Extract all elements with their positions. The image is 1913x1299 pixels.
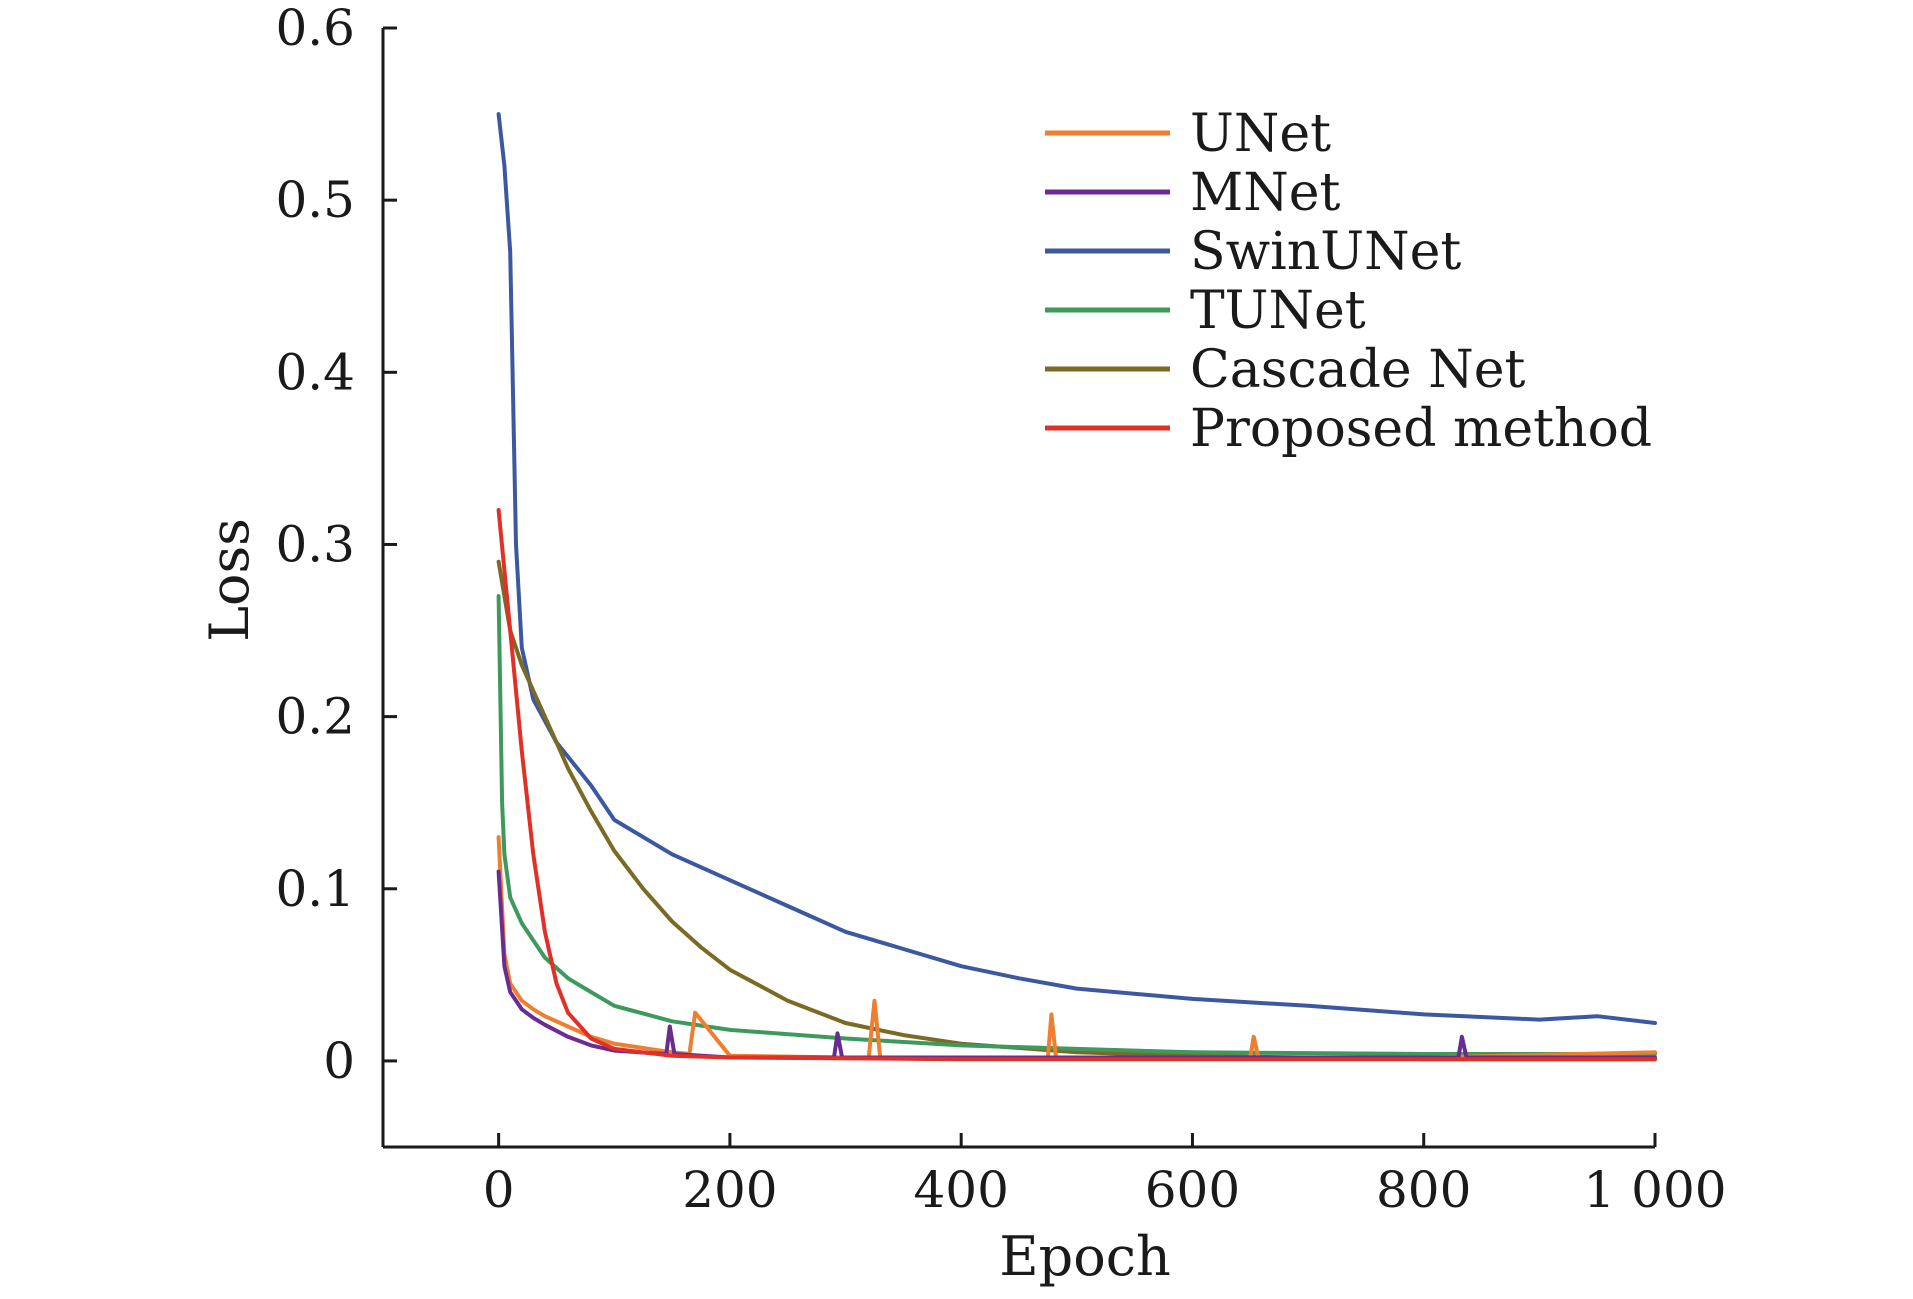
x-tick-label: 200 xyxy=(682,1161,777,1219)
x-tick-label: 1 000 xyxy=(1583,1161,1726,1219)
x-tick-label: 0 xyxy=(483,1161,515,1219)
x-tick-label: 400 xyxy=(913,1161,1008,1219)
y-tick-label: 0.3 xyxy=(275,515,355,573)
x-tick-label: 600 xyxy=(1145,1161,1240,1219)
legend-label-mnet: MNet xyxy=(1190,163,1341,223)
legend-label-unet: UNet xyxy=(1190,104,1331,164)
y-tick-label: 0 xyxy=(323,1032,355,1090)
series-line-proposed-method xyxy=(496,508,1657,1062)
y-tick-label: 0.1 xyxy=(275,860,355,918)
plot-lines xyxy=(496,112,1657,1062)
axes xyxy=(381,28,1655,1149)
series-line-tunet xyxy=(496,594,1657,1056)
series-line-swinunet xyxy=(496,112,1657,1025)
ticks: 0 200 400 600 800 1 000 0 0.1 0.2 0.3 0.4 0.5 0.6 xyxy=(275,0,1726,1219)
y-tick-label: 0.5 xyxy=(275,171,355,229)
y-axis-title: Loss xyxy=(198,518,261,642)
legend-label-cascade-net: Cascade Net xyxy=(1190,340,1525,400)
y-tick-label: 0.2 xyxy=(275,688,355,746)
legend-label-swinunet: SwinUNet xyxy=(1190,222,1461,282)
legend-label-proposed-method: Proposed method xyxy=(1190,399,1652,459)
series-line-cascade-net xyxy=(496,559,1657,1062)
x-tick-label: 800 xyxy=(1376,1161,1471,1219)
legend-label-tunet: TUNet xyxy=(1190,281,1366,341)
series-line-mnet xyxy=(496,869,1657,1060)
y-tick-label: 0.4 xyxy=(275,343,355,401)
y-tick-label: 0.6 xyxy=(275,0,355,57)
x-axis-title: Epoch xyxy=(999,1225,1171,1288)
series-line-unet xyxy=(496,835,1657,1060)
